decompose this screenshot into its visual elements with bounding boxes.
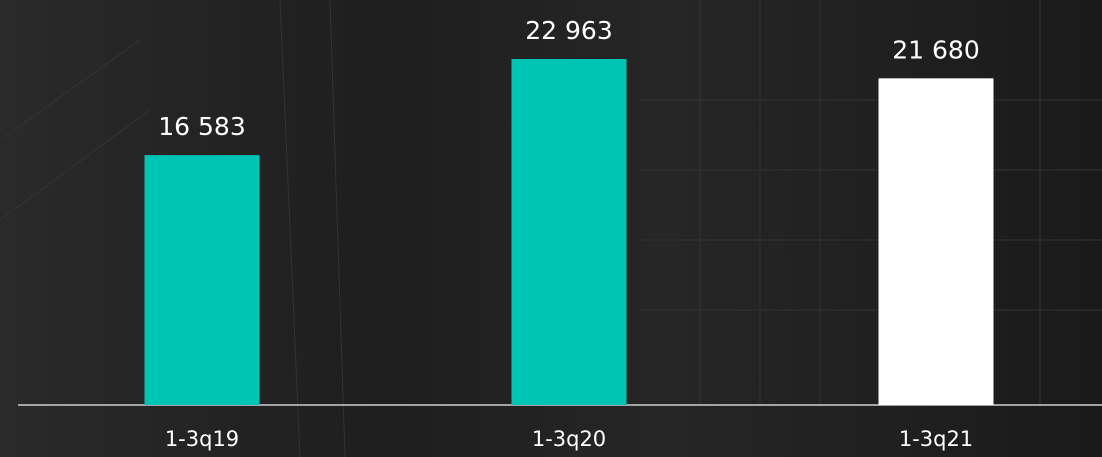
value-label: 16 583	[158, 112, 245, 141]
bar	[144, 155, 260, 405]
bar	[878, 78, 994, 405]
value-label: 21 680	[892, 35, 979, 64]
bar	[511, 59, 627, 405]
x-tick-label: 1-3q19	[165, 427, 239, 451]
x-tick-label: 1-3q20	[532, 427, 606, 451]
x-tick-label: 1-3q21	[899, 427, 973, 451]
value-label: 22 963	[525, 16, 612, 45]
